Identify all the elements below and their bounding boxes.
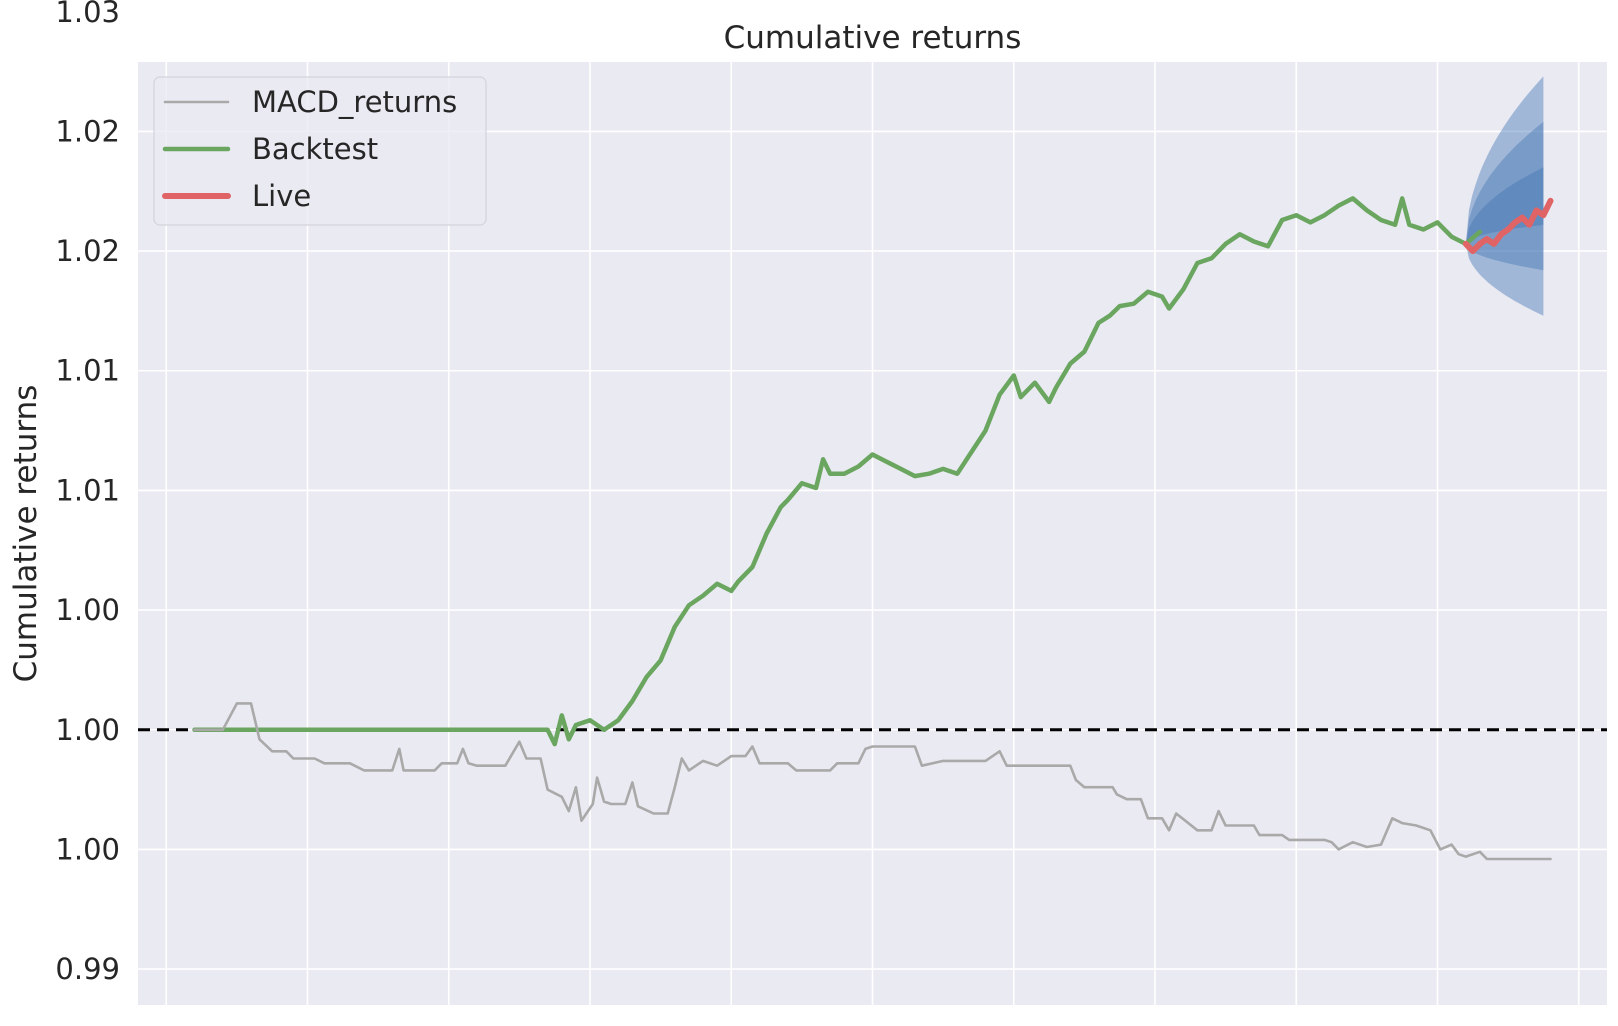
y-tick-label: 0.99 bbox=[55, 952, 120, 986]
y-tick-label: 1.03 bbox=[55, 0, 120, 29]
y-tick-label: 1.01 bbox=[55, 473, 120, 507]
legend-label: MACD_returns bbox=[252, 85, 457, 119]
series-lines bbox=[192, 196, 1554, 861]
cone-band-3 bbox=[1465, 76, 1544, 316]
legend-label: Backtest bbox=[252, 132, 378, 166]
chart-title: Cumulative returns bbox=[724, 20, 1022, 56]
y-tick-labels: 0.99 1.00 1.00 1.00 1.01 1.01 1.02 1.02 1.03 bbox=[55, 0, 120, 986]
cone-band-2 bbox=[1465, 121, 1544, 271]
series-line-macd-returns bbox=[193, 702, 1552, 861]
y-tick-label: 1.02 bbox=[55, 114, 120, 148]
forecast-cone bbox=[1465, 76, 1544, 316]
legend: MACD_returns Backtest Live bbox=[153, 76, 487, 226]
y-tick-label: 1.00 bbox=[55, 832, 120, 866]
y-tick-label: 1.00 bbox=[55, 713, 120, 747]
y-axis-label: Cumulative returns bbox=[8, 385, 44, 683]
series-line-backtest bbox=[192, 196, 1483, 747]
y-tick-label: 1.01 bbox=[55, 354, 120, 388]
grid-lines bbox=[138, 10, 1607, 1005]
y-tick-label: 1.00 bbox=[55, 593, 120, 627]
series-line-live bbox=[1462, 197, 1554, 255]
legend-label: Live bbox=[252, 179, 311, 213]
legend-frame bbox=[153, 76, 487, 226]
cone-band-1 bbox=[1465, 167, 1544, 244]
y-tick-label: 1.02 bbox=[55, 234, 120, 268]
